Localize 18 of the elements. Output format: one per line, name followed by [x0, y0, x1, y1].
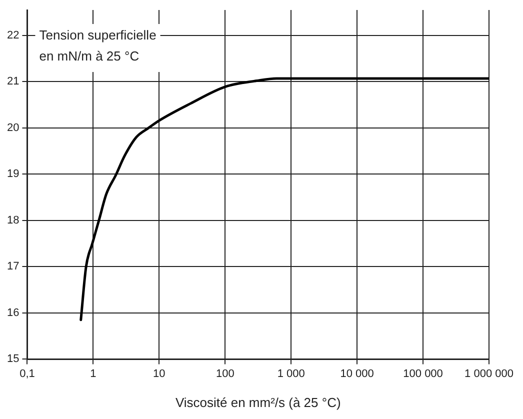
y-tick-label: 20	[6, 122, 20, 134]
x-tick-label: 0,1	[20, 368, 35, 380]
x-tick-label: 10	[153, 368, 166, 380]
y-tick-label: 15	[6, 353, 20, 366]
y-tick-label: 16	[6, 306, 20, 319]
x-tick-label: 100	[216, 368, 234, 380]
x-tick-label: 1 000	[277, 368, 305, 380]
x-axis-title: Viscosité en mm²/s (à 25 °C)	[175, 394, 341, 410]
y-tick-label: 22	[6, 29, 20, 42]
y-axis-title: Tension superficielle en mN/m à 25 °C	[39, 28, 156, 64]
y-tick-label: 19	[6, 168, 20, 180]
x-tick-label: 100 000	[403, 368, 443, 380]
y-tick-label: 18	[6, 214, 20, 226]
y-tick-label: 17	[6, 260, 20, 273]
x-tick-label: 1 000 000	[464, 368, 514, 380]
x-tick-label: 10 000	[340, 368, 374, 380]
x-tick-label: 1	[90, 368, 96, 380]
y-tick-label: 21	[6, 76, 20, 88]
